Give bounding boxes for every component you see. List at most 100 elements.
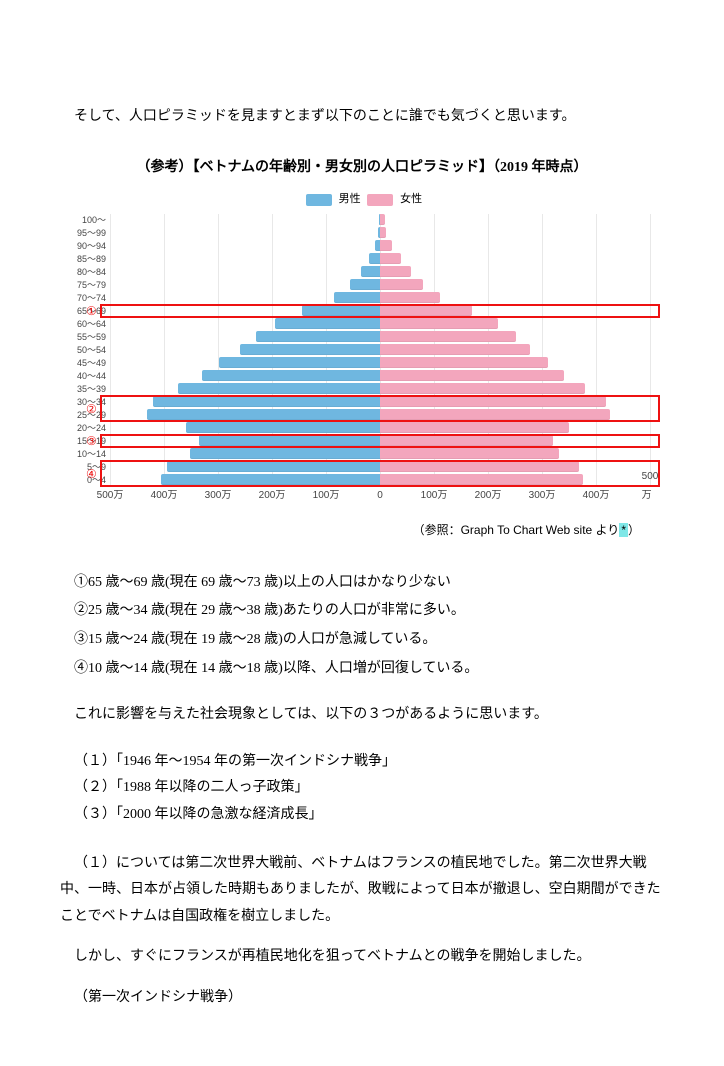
pyramid-row [110,253,650,264]
credit-footnote-mark: * [619,523,628,537]
pyramid-row [110,370,650,381]
female-bar [380,214,385,225]
y-axis-label: 5～9 [60,461,106,474]
factor-item: （２）「1988 年以降の二人っ子政策」 [74,775,664,802]
chart-title: （参考）【ベトナムの年齢別・男女別の人口ピラミッド】（2019 年時点） [60,155,664,182]
highlight-label: ③ [86,435,97,447]
observation-item: ③15 歳～24 歳(現在 19 歳～28 歳)の人口が急減している。 [74,627,664,654]
x-axis-label: 100万 [313,486,340,505]
pyramid-row [110,266,650,277]
legend-male: 男性 [339,189,361,210]
y-axis-label: 75～79 [60,279,106,292]
y-axis-label: 50～54 [60,344,106,357]
female-bar [380,370,564,381]
factors-list: （１）「1946 年～1954 年の第一次インドシナ戦争」（２）「1988 年以… [74,749,664,829]
legend-female: 女性 [400,189,422,210]
pyramid-row [110,396,650,407]
x-axis-label: 200万 [259,486,286,505]
body-paragraph: （１）については第二次世界大戦前、ベトナムはフランスの植民地でした。第二次世界大… [60,851,664,931]
y-axis-label: 95～99 [60,227,106,240]
pyramid-row [110,305,650,316]
male-bar [153,396,380,407]
body-paragraph: （第一次インドシナ戦争） [60,985,664,1012]
y-axis-label: 60～64 [60,318,106,331]
male-bar [302,305,380,316]
pyramid-row [110,409,650,420]
pyramid-row [110,318,650,329]
male-bar [186,422,380,433]
credit-prefix: （参照：Graph To Chart Web site より [413,523,620,537]
pyramid-row [110,474,650,485]
female-bar [380,240,392,251]
male-bar [161,474,380,485]
pyramid-row [110,292,650,303]
y-axis-label: 80～84 [60,266,106,279]
y-axis-label: 85～89 [60,253,106,266]
female-bar [380,435,553,446]
female-bar [380,409,610,420]
intro-paragraph: そして、人口ピラミッドを見ますとまず以下のことに誰でも気づくと思います。 [60,104,664,131]
female-bar [380,331,516,342]
female-bar [380,357,548,368]
x-axis-label: 500万 [97,486,124,505]
pyramid-row [110,227,650,238]
x-axis-label: 300万 [529,486,556,505]
x-axis-label: 500万 [642,467,659,505]
male-bar [147,409,380,420]
y-axis-label: 25～29 [60,409,106,422]
female-swatch [367,194,393,206]
pyramid-rows: 500万400万300万200万100万0100万200万300万400万500… [110,214,650,505]
pyramid-row [110,357,650,368]
y-axis-label: 65～69 [60,305,106,318]
y-axis-label: 10～14 [60,448,106,461]
highlight-label: ④ [86,468,97,480]
female-bar [380,474,583,485]
female-bar [380,292,440,303]
female-bar [380,422,569,433]
y-axis-label: 15～19 [60,435,106,448]
highlight-label: ② [86,403,97,415]
x-axis-label: 300万 [205,486,232,505]
y-axis-label: 90～94 [60,240,106,253]
male-bar [256,331,380,342]
pyramid-row [110,448,650,459]
y-axis-label: 35～39 [60,383,106,396]
male-bar [369,253,380,264]
observation-item: ①65 歳～69 歳(現在 69 歳～73 歳)以上の人口はかなり少ない [74,570,664,597]
female-bar [380,396,606,407]
body-text: （１）については第二次世界大戦前、ベトナムはフランスの植民地でした。第二次世界大… [60,851,664,1012]
male-swatch [306,194,332,206]
population-pyramid-chart: 男性 女性 100～95～9990～9485～8980～8475～7970～74… [60,189,664,513]
male-bar [334,292,380,303]
y-axis-label: 30～34 [60,396,106,409]
pyramid-row [110,435,650,446]
male-bar [219,357,380,368]
factor-item: （１）「1946 年～1954 年の第一次インドシナ戦争」 [74,749,664,776]
female-bar [380,461,579,472]
highlight-label: ① [86,305,97,317]
female-bar [380,253,401,264]
male-bar [178,383,381,394]
x-axis-label: 0 [377,486,383,505]
factor-item: （３）「2000 年以降の急激な経済成長」 [74,802,664,829]
pyramid-row [110,331,650,342]
female-bar [380,279,423,290]
y-axis-labels: 100～95～9990～9485～8980～8475～7970～7465～696… [60,214,108,487]
female-bar [380,383,585,394]
body-paragraph: しかし、すぐにフランスが再植民地化を狙ってベトナムとの戦争を開始しました。 [60,944,664,971]
y-axis-label: 40～44 [60,370,106,383]
chart-legend: 男性 女性 [60,189,664,210]
male-bar [199,435,380,446]
observation-item: ④10 歳～14 歳(現在 14 歳～18 歳)以降、人口増が回復している。 [74,656,664,683]
female-bar [380,305,472,316]
gridline [650,214,651,487]
chart-credit: （参照：Graph To Chart Web site より*） [60,519,640,542]
pyramid-row [110,240,650,251]
y-axis-label: 70～74 [60,292,106,305]
pyramid-row [110,461,650,472]
y-axis-label: 55～59 [60,331,106,344]
pyramid-row [110,214,650,225]
credit-suffix: ） [628,523,640,537]
male-bar [167,461,380,472]
female-bar [380,266,411,277]
